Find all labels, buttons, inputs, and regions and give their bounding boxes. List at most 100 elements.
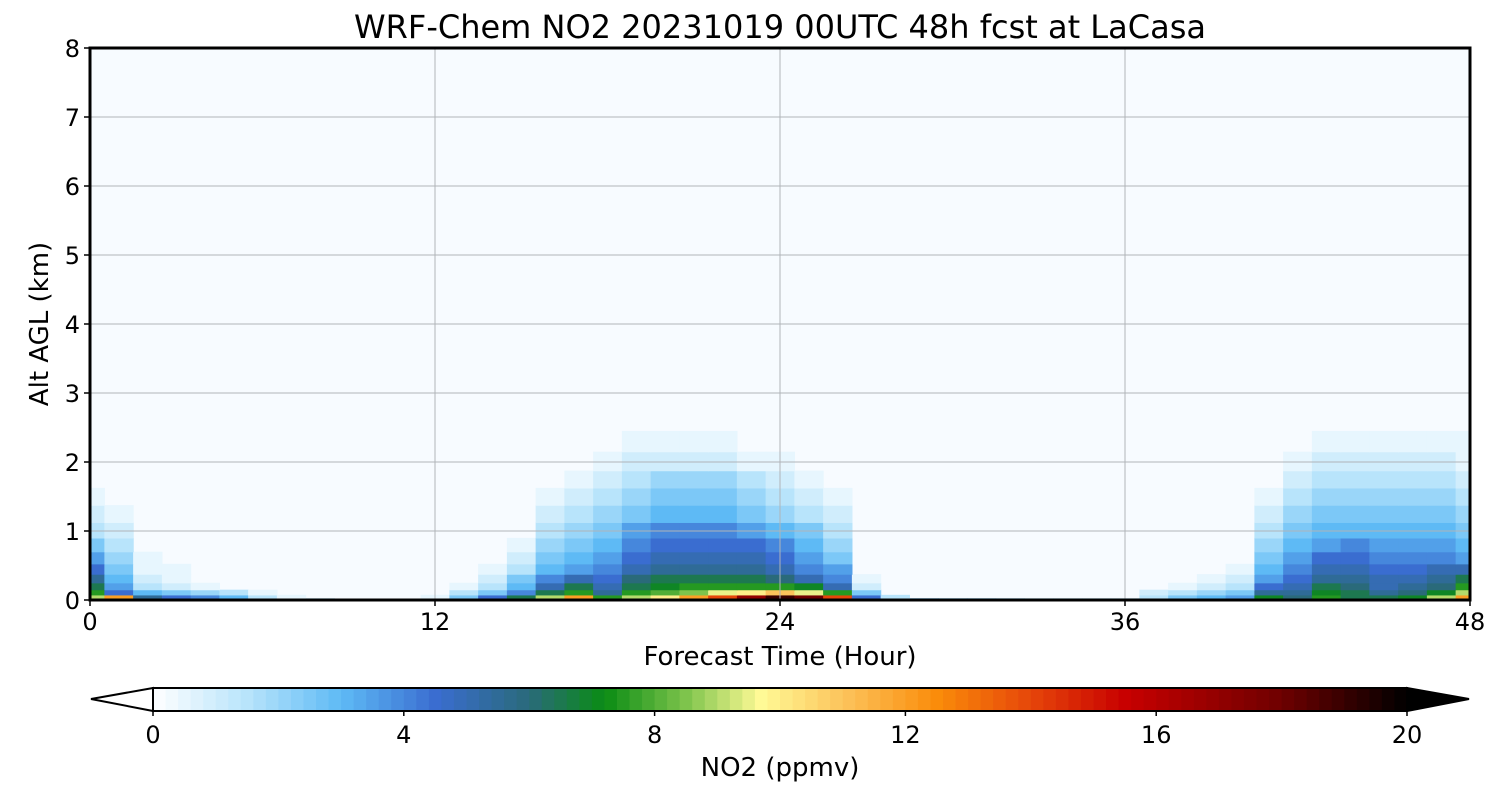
grid-lines [90,48,1470,600]
heatmap-cell [679,505,709,523]
heatmap-cell [593,551,623,565]
heatmap-cell [708,582,738,591]
colorbar-extend-low [90,686,154,713]
colorbar-tick-label: 0 [145,721,160,749]
heatmap-cell [1168,589,1198,596]
colorbar-segment [629,688,643,711]
heatmap-cell [104,574,134,584]
heatmap-cell [1283,582,1313,591]
heatmap-cell [1311,589,1342,596]
heatmap-cell [1340,589,1370,596]
heatmap-cell [1283,537,1313,553]
heatmap-cell [823,594,853,599]
heatmap-cell [621,487,652,506]
colorbar-segment [667,688,681,711]
heatmap-cell [1254,563,1284,575]
heatmap-cell [564,563,594,575]
heatmap-cell [708,574,738,584]
heatmap-cell [1369,430,1399,453]
heatmap-cell [593,537,623,553]
y-tick-label: 3 [65,380,80,408]
heatmap-cell [1340,487,1370,506]
colorbar-segment [955,688,969,711]
heatmap-cell [1340,551,1370,565]
y-tick-label: 4 [65,311,80,339]
colorbar-segment [453,688,467,711]
heatmap-cell [478,582,508,591]
heatmap-cell [133,594,163,599]
heatmap-cell [1196,589,1227,596]
heatmap-cell [1369,505,1399,523]
heatmap-cell [1398,551,1428,565]
heatmap-cell [1168,582,1198,591]
heatmap-cell [708,551,738,565]
heatmap-cell [1340,505,1370,523]
colorbar-segment [616,688,631,711]
colorbar-segment [1193,688,1207,711]
heatmap-cell [621,451,652,472]
heatmap-cell [650,470,680,489]
heatmap-cell [1426,574,1457,584]
colorbar-segment [704,688,718,711]
heatmap-cell [535,574,565,584]
heatmap-cell [650,487,680,506]
heatmap-cell [219,594,249,599]
colorbar-segment [792,688,806,711]
colorbar-segment [943,688,957,711]
colorbar-ticks: 0 4 8 12 16 20 [145,711,1422,749]
colorbar-segment [1106,688,1120,711]
heatmap-cell [708,430,738,453]
heatmap-cell [133,589,163,596]
heatmap-cell [1398,563,1428,575]
heatmap-cell [621,470,652,489]
heatmap-cell [1225,582,1255,591]
heatmap-cell [1369,574,1399,584]
heatmap-cell [650,551,680,565]
heatmap-cell [1455,594,1471,599]
heatmap-cell [1398,594,1428,599]
heatmap-cell [564,574,594,584]
colorbar-segment [1243,688,1258,711]
colorbar-segment [403,688,417,711]
heatmap-cell [1426,537,1457,553]
heatmap-cell [1168,594,1198,599]
heatmap-cell [1340,582,1370,591]
heatmap-cell [104,537,134,553]
colorbar-segment [892,688,906,711]
heatmap-cell [1369,582,1399,591]
colorbar-segment [604,688,618,711]
heatmap-cell [1225,574,1255,584]
heatmap-cell [1311,451,1342,472]
y-tick-label: 0 [65,587,80,615]
heatmap-cell [1254,594,1284,599]
heatmap-cell [1426,430,1457,453]
heatmap-cell [478,563,508,575]
colorbar-segment [855,688,869,711]
heatmap-cell [621,505,652,523]
y-tick-label: 5 [65,242,80,270]
heatmap-cell [161,582,192,591]
colorbar-segment [303,688,317,711]
heatmap-cell [593,451,623,472]
heatmap-cell [880,594,910,599]
colorbar-segment [679,688,693,711]
heatmap-cell [1455,563,1471,575]
heatmap-cells [90,430,1471,601]
heatmap-cell [1283,505,1313,523]
heatmap-cell [535,563,565,575]
heatmap-cell [1283,594,1313,599]
heatmap-cell [679,430,709,453]
heatmap-cell [1340,574,1370,584]
heatmap-cell [1254,582,1284,591]
heatmap-cell [90,522,105,539]
heatmap-cell [535,505,565,523]
colorbar-tick-label: 4 [396,721,411,749]
colorbar-frame [152,687,1408,712]
colorbar-segment [917,688,931,711]
heatmap-cell [1398,574,1428,584]
heatmap-cell [1340,563,1370,575]
colorbar-segment [1131,688,1145,711]
heatmap-cell [161,589,192,596]
heatmap-cell [708,537,738,553]
